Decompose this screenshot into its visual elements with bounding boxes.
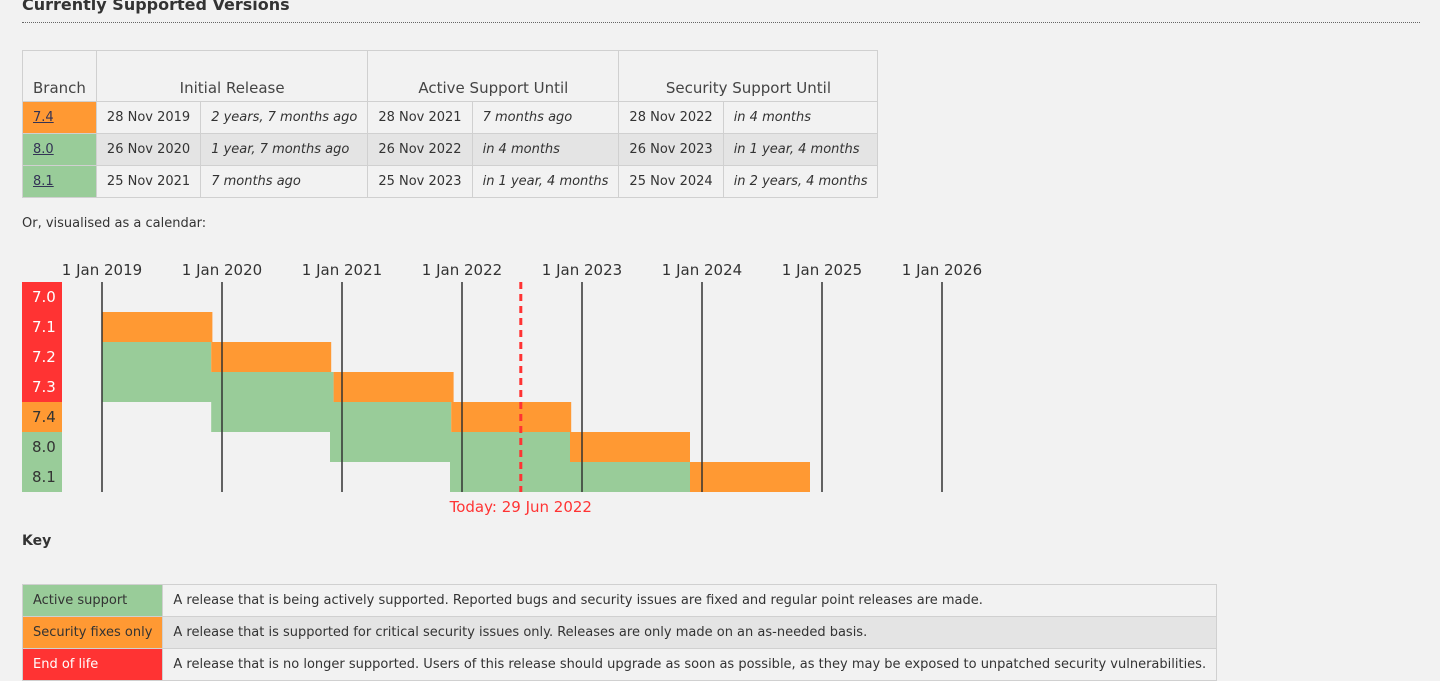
initial-release-relative: 2 years, 7 months ago [200, 101, 369, 134]
branch-label: 8.1 [32, 468, 56, 486]
branch-link[interactable]: 7.4 [33, 110, 54, 125]
header-active-support: Active Support Until [367, 50, 620, 102]
release-calendar: 7.0 7.1 7.2 7.3 7.4 8.0 8.1 1 Jan 2019 1 Jan 202… [22, 261, 982, 516]
year-label: 1 Jan 2024 [662, 261, 742, 279]
key-label-active: Active support [21, 584, 164, 617]
calendar-intro: Or, visualised as a calendar: [22, 216, 207, 231]
branch-label: 7.2 [32, 348, 56, 366]
key-title: Key [22, 533, 52, 549]
key-desc-active: A release that is being actively support… [162, 584, 1218, 617]
key-desc-security: A release that is supported for critical… [162, 616, 1218, 649]
security-support-bar [211, 342, 332, 372]
branch-label-bg [22, 432, 62, 462]
key-row: Active support A release that is being a… [21, 584, 1218, 617]
active-support-bar [102, 342, 212, 372]
active-support-relative: 7 months ago [471, 101, 620, 134]
active-support-bar [330, 432, 570, 462]
year-label: 1 Jan 2023 [542, 261, 622, 279]
active-support-bar [102, 372, 334, 402]
security-support-bar [102, 312, 213, 342]
table-header-row: Branch Initial Release Active Support Un… [22, 50, 879, 102]
year-label: 1 Jan 2020 [182, 261, 262, 279]
key-row: Security fixes only A release that is su… [21, 616, 1218, 649]
active-support-bar [211, 402, 452, 432]
security-support-date: 26 Nov 2023 [618, 133, 724, 166]
branch-label: 7.0 [32, 288, 56, 306]
key-label-eol: End of life [21, 648, 164, 681]
key-table: Active support A release that is being a… [21, 584, 1218, 681]
branch-label-bg [22, 342, 62, 372]
active-support-date: 25 Nov 2023 [367, 165, 473, 198]
branch-link[interactable]: 8.0 [33, 142, 54, 157]
branch-label-bg [22, 462, 62, 492]
security-support-date: 25 Nov 2024 [618, 165, 724, 198]
table-row: 7.4 28 Nov 2019 2 years, 7 months ago 28… [22, 101, 879, 134]
branch-label: 7.1 [32, 318, 56, 336]
branch-link[interactable]: 8.1 [33, 174, 54, 189]
branch-label: 7.3 [32, 378, 56, 396]
branch-label-bg [22, 402, 62, 432]
year-label: 1 Jan 2022 [422, 261, 502, 279]
year-label: 1 Jan 2025 [782, 261, 862, 279]
header-initial-release: Initial Release [95, 50, 369, 102]
security-support-bar [690, 462, 810, 492]
security-support-relative: in 4 months [722, 101, 879, 134]
security-support-relative: in 2 years, 4 months [722, 165, 879, 198]
active-support-relative: in 4 months [471, 133, 620, 166]
security-support-bar [333, 372, 454, 402]
branch-label-bg [22, 372, 62, 402]
header-branch: Branch [22, 50, 97, 102]
versions-table: Branch Initial Release Active Support Un… [22, 50, 879, 198]
table-row: 8.1 25 Nov 2021 7 months ago 25 Nov 2023… [22, 165, 879, 198]
initial-release-relative: 1 year, 7 months ago [200, 133, 369, 166]
key-row: End of life A release that is no longer … [21, 648, 1218, 681]
security-support-relative: in 1 year, 4 months [722, 133, 879, 166]
security-support-bar [570, 432, 690, 462]
active-support-date: 28 Nov 2021 [367, 101, 473, 134]
header-security-support: Security Support Until [618, 50, 879, 102]
initial-release-date: 26 Nov 2020 [95, 133, 202, 166]
active-support-bar [450, 462, 690, 492]
active-support-relative: in 1 year, 4 months [471, 165, 620, 198]
initial-release-date: 28 Nov 2019 [95, 101, 202, 134]
branch-label: 8.0 [32, 438, 56, 456]
branch-cell: 8.1 [22, 165, 97, 198]
branch-label: 7.4 [32, 408, 56, 426]
today-label: Today: 29 Jun 2022 [449, 498, 592, 516]
branch-cell: 8.0 [22, 133, 97, 166]
active-support-date: 26 Nov 2022 [367, 133, 473, 166]
year-label: 1 Jan 2019 [62, 261, 142, 279]
branch-label-bg [22, 282, 62, 312]
branch-cell: 7.4 [22, 101, 97, 134]
security-support-date: 28 Nov 2022 [618, 101, 724, 134]
key-desc-eol: A release that is no longer supported. U… [162, 648, 1218, 681]
security-support-bar [451, 402, 572, 432]
branch-label-bg [22, 312, 62, 342]
year-label: 1 Jan 2026 [902, 261, 982, 279]
initial-release-relative: 7 months ago [200, 165, 369, 198]
key-label-security: Security fixes only [21, 616, 164, 649]
table-row: 8.0 26 Nov 2020 1 year, 7 months ago 26 … [22, 133, 879, 166]
initial-release-date: 25 Nov 2021 [95, 165, 202, 198]
section-title: Currently Supported Versions [22, 0, 1420, 23]
year-label: 1 Jan 2021 [302, 261, 382, 279]
